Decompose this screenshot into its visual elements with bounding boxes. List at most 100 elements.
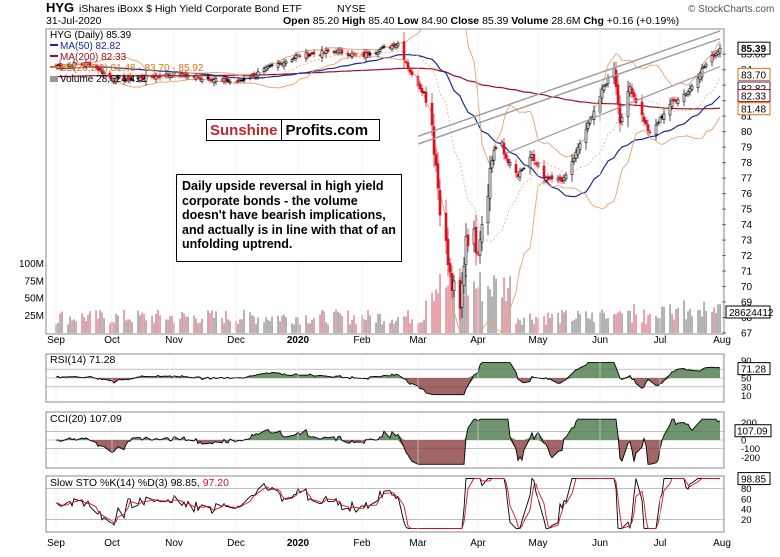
security-name: iShares iBoxx $ High Yield Corporate Bon… — [79, 3, 302, 15]
volume-bar — [213, 317, 215, 333]
candle-body — [240, 80, 244, 82]
candle-body — [154, 75, 158, 80]
volume-bar — [531, 319, 533, 333]
volume-bar — [633, 304, 635, 333]
candle-body — [186, 75, 190, 78]
x-tick-label: Dec — [227, 538, 245, 549]
candle-body — [270, 64, 274, 66]
volume-bar — [167, 319, 169, 333]
price-tick-label: 76 — [741, 189, 753, 200]
price-tick-label: 73 — [741, 236, 753, 247]
volume-bar — [291, 323, 293, 333]
candle-body — [114, 78, 118, 83]
volume-bar — [271, 316, 273, 333]
candle-body — [294, 55, 298, 59]
volume-bar — [607, 317, 609, 333]
volume-bar — [705, 310, 707, 333]
cci-value-tag-label: 107.09 — [737, 427, 768, 438]
volume-bar — [577, 310, 579, 333]
candle-body — [210, 78, 214, 82]
volume-bar — [201, 318, 203, 333]
volume-bar — [99, 310, 101, 333]
candle-body — [284, 61, 288, 64]
volume-bar — [129, 319, 131, 333]
price-value-tag-label: 81.48 — [741, 105, 766, 116]
candle-body — [158, 75, 162, 78]
price-tick-label: 81 — [741, 112, 753, 123]
volume-bar — [319, 314, 321, 333]
price-tick-label: 71 — [741, 267, 753, 278]
candle-body — [152, 74, 156, 79]
volume-bar — [141, 312, 143, 333]
x-tick-label: Aug — [713, 538, 731, 549]
candle-body — [276, 63, 280, 68]
candle-body — [108, 72, 112, 78]
volume-bar — [593, 322, 595, 333]
volume-bar — [549, 318, 551, 333]
volume-bar — [481, 301, 483, 333]
volume-bar — [249, 312, 251, 333]
candle-body — [436, 163, 440, 189]
candle-body — [466, 234, 470, 247]
volume-bar — [237, 323, 239, 333]
volume-bar — [561, 309, 563, 333]
candle-body — [460, 282, 464, 308]
volume-bar — [179, 318, 181, 333]
cci-tick-label: -100 — [741, 444, 760, 455]
copyright: © StockCharts.com — [688, 4, 774, 15]
volume-bar — [431, 292, 433, 333]
volume-bar — [265, 317, 267, 333]
price-tick-label: 68 — [741, 313, 753, 324]
volume-bar — [363, 319, 365, 333]
volume-bar — [671, 313, 673, 333]
price-tick-label: 70 — [741, 282, 753, 293]
candle-body — [550, 175, 554, 180]
volume-bar — [113, 322, 115, 333]
sto-value-tag — [737, 472, 771, 486]
volume-bar — [643, 309, 645, 333]
volume-bar — [131, 322, 133, 333]
volume-bar — [445, 287, 447, 333]
volume-tick-label: 75M — [25, 276, 44, 287]
candle-body — [290, 59, 294, 62]
candle-body — [434, 154, 438, 166]
candle-body — [452, 280, 456, 291]
volume-value-tag-label: 28624412 — [729, 308, 774, 319]
volume-bar — [405, 316, 407, 333]
rsi-tick-label: 50 — [741, 374, 752, 385]
volume-bar — [389, 322, 391, 333]
candle-body — [646, 124, 650, 132]
volume-bar — [89, 311, 91, 333]
volume-bar — [155, 313, 157, 333]
cci-line — [55, 418, 721, 465]
volume-bar — [327, 324, 329, 333]
volume-bar — [347, 310, 349, 333]
volume-bar — [295, 317, 297, 333]
volume-bar — [509, 276, 511, 333]
volume-bar — [407, 310, 409, 333]
candle-body — [574, 151, 578, 159]
candle-body — [308, 54, 312, 56]
candle-body — [346, 52, 350, 56]
volume-bar — [419, 322, 421, 333]
volume-bar — [311, 320, 313, 333]
volume-bar — [239, 319, 241, 333]
candle-body — [228, 80, 232, 83]
volume-bar — [571, 321, 573, 333]
candle-body — [248, 77, 252, 80]
candle-body — [252, 73, 256, 77]
volume-bar — [447, 285, 449, 333]
price-value-tag-label: 83.70 — [741, 70, 766, 81]
volume-bar — [703, 301, 705, 333]
rsi-value-tag — [737, 362, 771, 376]
volume-bar — [59, 313, 61, 333]
candle-body — [58, 63, 62, 68]
candle-body — [446, 238, 450, 265]
volume-bar — [451, 279, 453, 333]
volume-bar — [543, 316, 545, 333]
volume-bar — [713, 307, 715, 333]
candle-body — [656, 122, 660, 125]
volume-bar — [153, 322, 155, 333]
volume-bar — [185, 316, 187, 333]
